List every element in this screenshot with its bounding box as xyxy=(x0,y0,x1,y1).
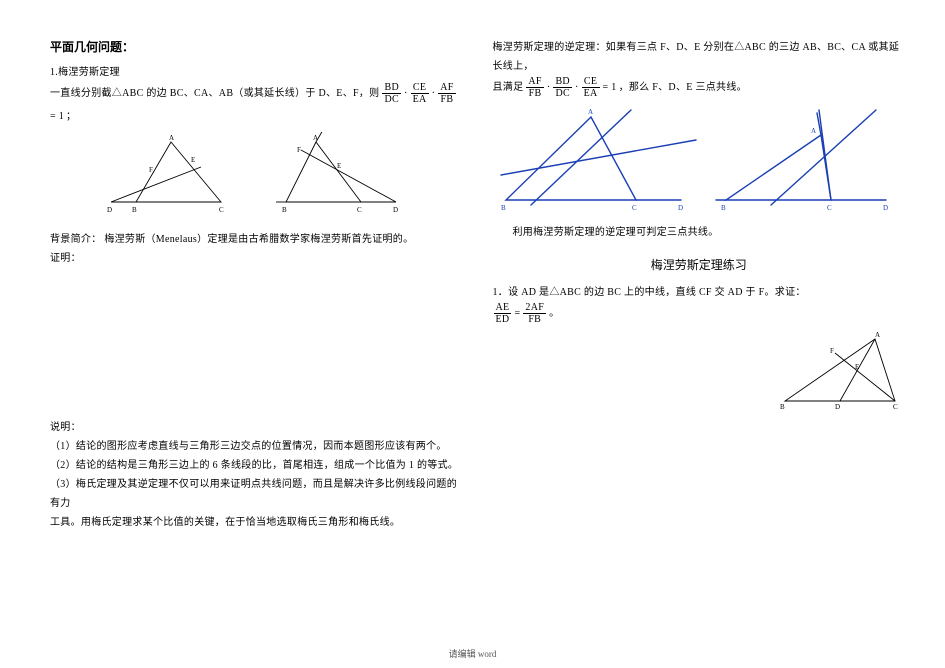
section-title: 平面几何问题： xyxy=(50,38,463,55)
background-line: 背景简介： 梅涅劳斯（Menelaus）定理是由古希腊数学家梅涅劳斯首先证明的。 xyxy=(50,230,463,249)
note-label: 说明： xyxy=(50,418,463,437)
figure-triangle-2: A B C D E F xyxy=(261,132,411,222)
figure-blue-1: A B C D xyxy=(496,105,701,215)
inverse-theorem-line-b: 且满足 AF FB · BD DC · CE EA = 1 ，那么 F、D、E … xyxy=(493,76,906,99)
page: 平面几何问题： 1.梅涅劳斯定理 一直线分别截△ABC 的边 BC、CA、AB（… xyxy=(0,0,945,668)
inv-ratio-3: CE EA xyxy=(582,76,600,99)
right-column: 梅涅劳斯定理的逆定理：如果有三点 F、D、E 分别在△ABC 的三边 AB、BC… xyxy=(493,38,906,648)
svg-text:E: E xyxy=(337,162,341,170)
svg-text:F: F xyxy=(297,146,301,154)
svg-text:D: D xyxy=(107,206,112,214)
figure-blue-2: A B C D xyxy=(711,105,901,215)
exercise-1-equation: AE ED = 2AF FB 。 xyxy=(493,302,906,325)
inverse-prefix: 且满足 xyxy=(493,78,524,97)
svg-text:F: F xyxy=(830,347,834,355)
svg-text:C: C xyxy=(357,206,362,214)
svg-text:A: A xyxy=(588,108,593,116)
inv-equals-one: = 1 xyxy=(603,78,617,97)
ex1-suffix: 。 xyxy=(549,304,559,323)
svg-text:A: A xyxy=(169,134,174,142)
svg-text:C: C xyxy=(632,204,637,212)
ratio-1: BD DC xyxy=(382,82,401,105)
exercise-1-line1: 1．设 AD 是△ABC 的边 BC 上的中线，直线 CF 交 AD 于 F。求… xyxy=(493,283,906,302)
theorem-suffix: ； xyxy=(66,107,76,126)
proof-blank-space xyxy=(50,268,463,418)
svg-text:D: D xyxy=(835,403,840,411)
ex1-rhs: 2AF FB xyxy=(523,302,546,325)
equals-one: = 1 xyxy=(50,107,64,126)
ex1-eq: = xyxy=(514,304,520,323)
inverse-usage: 利用梅涅劳斯定理的逆定理可判定三点共线。 xyxy=(493,223,906,242)
svg-text:E: E xyxy=(855,363,859,371)
inv-ratio-2: BD DC xyxy=(553,76,572,99)
svg-text:B: B xyxy=(501,204,506,212)
exercise-title: 梅涅劳斯定理练习 xyxy=(493,256,906,273)
svg-text:D: D xyxy=(883,204,888,212)
page-footer: 请编辑 word xyxy=(0,647,945,660)
note-2: （2）结论的结构是三角形三边上的 6 条线段的比，首尾相连，组成一个比值为 1 … xyxy=(50,456,463,475)
ex1-lhs: AE ED xyxy=(494,302,512,325)
svg-text:B: B xyxy=(780,403,785,411)
two-column-layout: 平面几何问题： 1.梅涅劳斯定理 一直线分别截△ABC 的边 BC、CA、AB（… xyxy=(50,38,905,648)
theorem-figures-row: A B C D E F xyxy=(50,132,463,222)
svg-text:B: B xyxy=(721,204,726,212)
ratio-3: AF FB xyxy=(438,82,455,105)
svg-text:D: D xyxy=(393,206,398,214)
note-3b: 工具。用梅氏定理求某个比值的关键，在于恰当地选取梅氏三角形和梅氏线。 xyxy=(50,513,463,532)
background-text: 梅涅劳斯（Menelaus）定理是由古希腊数学家梅涅劳斯首先证明的。 xyxy=(104,234,413,245)
note-1: （1）结论的图形应考虑直线与三角形三边交点的位置情况，因而本题图形应该有两个。 xyxy=(50,437,463,456)
inverse-theorem-line-a: 梅涅劳斯定理的逆定理：如果有三点 F、D、E 分别在△ABC 的三边 AB、BC… xyxy=(493,38,906,76)
inverse-figures-row: A B C D xyxy=(493,105,906,215)
left-column: 平面几何问题： 1.梅涅劳斯定理 一直线分别截△ABC 的边 BC、CA、AB（… xyxy=(50,38,463,648)
ratio-2: CE EA xyxy=(411,82,429,105)
svg-text:A: A xyxy=(313,134,318,142)
proof-label: 证明： xyxy=(50,249,463,268)
menelaus-theorem-statement: 一直线分别截△ABC 的边 BC、CA、AB（或其延长线）于 D、E、F，则 B… xyxy=(50,82,463,126)
svg-text:C: C xyxy=(827,204,832,212)
svg-text:F: F xyxy=(149,166,153,174)
figure-triangle-1: A B C D E F xyxy=(101,132,241,222)
svg-text:A: A xyxy=(811,127,816,135)
svg-text:A: A xyxy=(875,331,880,339)
inverse-suffix: ，那么 F、D、E 三点共线。 xyxy=(619,78,747,97)
item-1-label: 1.梅涅劳斯定理 xyxy=(50,63,463,82)
figure-exercise-1: A B C D E F xyxy=(775,331,905,411)
svg-text:B: B xyxy=(282,206,287,214)
svg-text:B: B xyxy=(132,206,137,214)
background-label: 背景简介： xyxy=(50,234,102,245)
svg-text:C: C xyxy=(219,206,224,214)
theorem-prefix: 一直线分别截△ABC 的边 BC、CA、AB（或其延长线）于 D、E、F，则 xyxy=(50,84,379,103)
svg-text:C: C xyxy=(893,403,898,411)
exercise-1-figure-wrap: A B C D E F xyxy=(493,331,906,411)
note-3: （3）梅氏定理及其逆定理不仅可以用来证明点共线问题，而且是解决许多比例线段问题的… xyxy=(50,475,463,513)
svg-text:E: E xyxy=(191,156,195,164)
inv-ratio-1: AF FB xyxy=(526,76,543,99)
svg-text:D: D xyxy=(678,204,683,212)
